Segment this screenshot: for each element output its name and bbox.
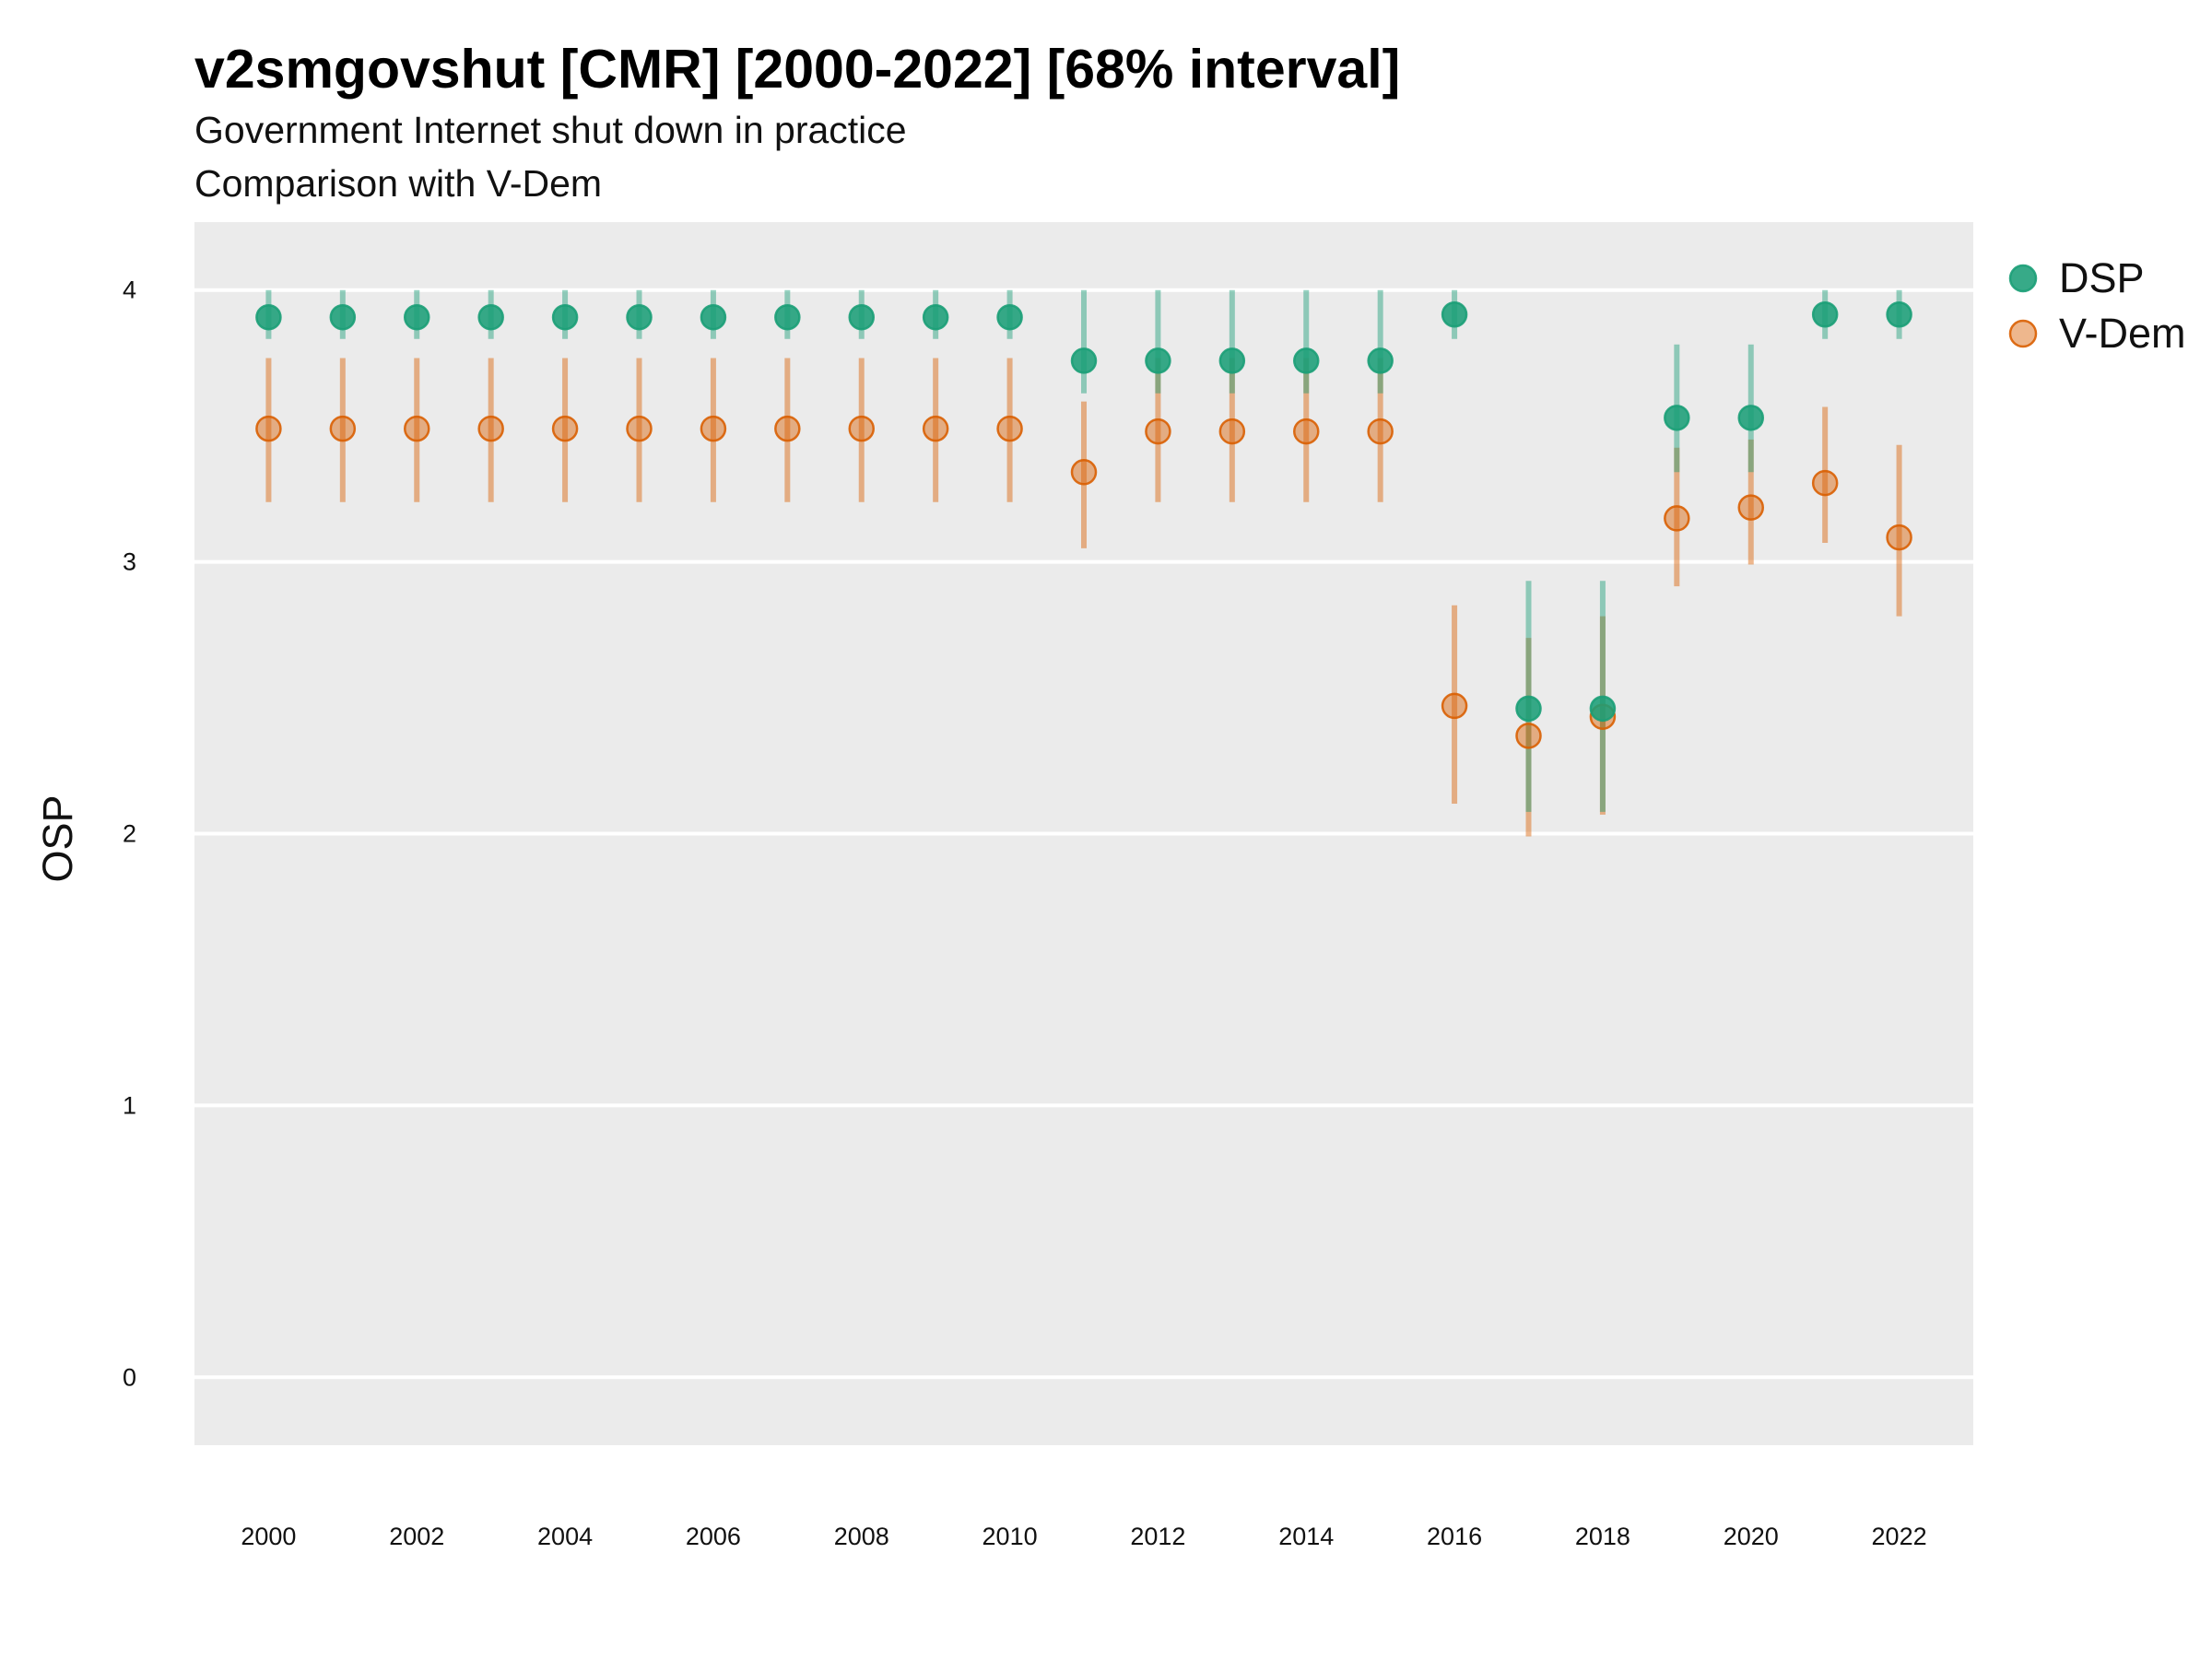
dsp-point-2021 bbox=[1811, 301, 1839, 328]
x-tick-label: 2022 bbox=[1872, 1523, 1927, 1550]
dsp-point-2003 bbox=[477, 303, 504, 331]
v-dem-point-2007 bbox=[774, 415, 801, 442]
v-dem-point-2005 bbox=[626, 415, 653, 442]
v-dem-point-2019 bbox=[1664, 505, 1690, 532]
chart-subtitle-line-2: Comparison with V-Dem bbox=[194, 162, 602, 205]
dsp-point-2017 bbox=[1515, 695, 1542, 723]
y-tick-label: 3 bbox=[123, 548, 136, 576]
chart-subtitle-line-1: Government Internet shut down in practic… bbox=[194, 109, 907, 151]
y-tick-label: 1 bbox=[123, 1091, 136, 1119]
dsp-point-2019 bbox=[1664, 405, 1690, 431]
v-dem-point-2014 bbox=[1293, 418, 1320, 445]
v-dem-point-2004 bbox=[551, 415, 579, 442]
v-dem-point-2002 bbox=[404, 415, 430, 442]
legend-key-v-dem bbox=[2008, 319, 2038, 348]
y-tick-label: 2 bbox=[123, 820, 136, 848]
dsp-point-2014 bbox=[1293, 347, 1320, 374]
x-tick-label: 2006 bbox=[686, 1523, 741, 1550]
v-dem-point-2006 bbox=[700, 415, 727, 442]
dsp-point-2018 bbox=[1589, 695, 1617, 723]
dsp-point-2016 bbox=[1441, 301, 1468, 328]
v-dem-point-2009 bbox=[922, 415, 949, 442]
dsp-point-2012 bbox=[1145, 347, 1171, 374]
x-axis-ticks: 2000 2002 2004 2006 2008 2010 2012 2014 2016 2018… bbox=[241, 1523, 1926, 1550]
y-axis-ticks: 0 1 2 3 4 bbox=[123, 276, 136, 1392]
dsp-point-2006 bbox=[700, 303, 727, 331]
dsp-point-2008 bbox=[848, 303, 875, 331]
point-markers bbox=[255, 301, 1912, 749]
v-dem-point-2013 bbox=[1218, 418, 1246, 445]
x-tick-label: 2010 bbox=[982, 1523, 1038, 1550]
v-dem-point-2015 bbox=[1367, 418, 1394, 445]
legend-key-dsp bbox=[2008, 264, 2038, 293]
dsp-point-2022 bbox=[1886, 301, 1912, 328]
y-tick-label: 4 bbox=[123, 276, 136, 304]
v-dem-point-2022 bbox=[1886, 524, 1912, 551]
dsp-point-2015 bbox=[1367, 347, 1394, 374]
v-dem-point-2020 bbox=[1737, 494, 1764, 521]
x-tick-label: 2008 bbox=[834, 1523, 889, 1550]
v-dem-point-2010 bbox=[996, 415, 1023, 442]
x-tick-label: 2012 bbox=[1130, 1523, 1185, 1550]
y-tick-label: 0 bbox=[123, 1363, 136, 1391]
v-dem-point-2011 bbox=[1070, 459, 1098, 486]
v-dem-point-2000 bbox=[255, 415, 282, 442]
chart-title: v2smgovshut [CMR] [2000-2022] [68% inter… bbox=[194, 39, 1400, 100]
v-dem-point-2017 bbox=[1515, 723, 1542, 749]
dsp-point-2013 bbox=[1218, 347, 1246, 374]
x-tick-label: 2014 bbox=[1278, 1523, 1334, 1550]
y-axis-label: OSP bbox=[34, 794, 81, 882]
x-tick-label: 2004 bbox=[537, 1523, 593, 1550]
dsp-point-2001 bbox=[329, 303, 357, 331]
v-dem-point-2012 bbox=[1145, 418, 1171, 445]
legend-label-v-dem: V-Dem bbox=[2059, 310, 2186, 357]
dsp-point-2009 bbox=[922, 303, 949, 331]
dsp-point-2005 bbox=[626, 303, 653, 331]
dsp-point-2010 bbox=[996, 303, 1023, 331]
dsp-point-2002 bbox=[404, 303, 430, 331]
x-tick-label: 2002 bbox=[389, 1523, 444, 1550]
v-dem-point-2008 bbox=[848, 415, 875, 442]
dsp-point-2000 bbox=[255, 303, 282, 331]
dsp-point-2020 bbox=[1737, 405, 1764, 431]
x-tick-label: 2020 bbox=[1724, 1523, 1779, 1550]
dsp-point-2011 bbox=[1070, 347, 1098, 374]
grid-lines bbox=[194, 288, 1973, 1380]
v-dem-point-2016 bbox=[1441, 692, 1468, 720]
x-tick-label: 2018 bbox=[1575, 1523, 1630, 1550]
x-tick-label: 2016 bbox=[1427, 1523, 1482, 1550]
dsp-point-2007 bbox=[774, 303, 801, 331]
v-dem-point-2021 bbox=[1811, 469, 1839, 497]
x-tick-label: 2000 bbox=[241, 1523, 296, 1550]
legend-label-dsp: DSP bbox=[2059, 254, 2145, 301]
v-dem-point-2003 bbox=[477, 415, 504, 442]
legend: DSP V-Dem bbox=[2008, 254, 2186, 357]
dsp-point-2004 bbox=[551, 303, 579, 331]
v-dem-point-2001 bbox=[329, 415, 357, 442]
